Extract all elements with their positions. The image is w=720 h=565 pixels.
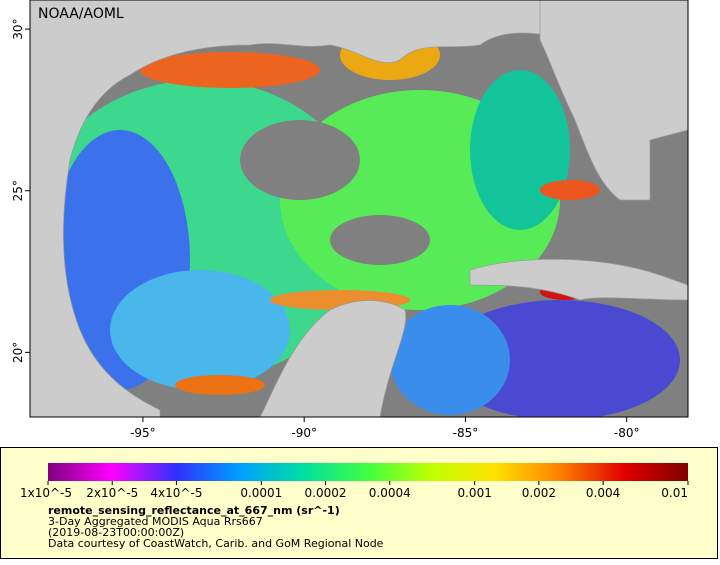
- x-tick-label: -85°: [453, 426, 479, 440]
- x-tick-label: -95°: [130, 426, 156, 440]
- colorbar-tick-label: 0.0004: [369, 486, 411, 500]
- credit-label: NOAA/AOML: [38, 6, 124, 22]
- y-tick-label: 25°: [11, 180, 25, 201]
- legend-line: (2019-08-23T00:00:00Z): [48, 526, 184, 539]
- colorbar-tick-label: 1x10^-5: [20, 486, 72, 500]
- x-tick-label: -80°: [614, 426, 640, 440]
- x-tick-label: -90°: [291, 426, 317, 440]
- colorbar-tick-label: 4x10^-5: [150, 486, 202, 500]
- legend-line: Data courtesy of CoastWatch, Carib. and …: [48, 537, 384, 550]
- colorbar-tick-label: 0.01: [661, 486, 688, 500]
- y-tick-label: 30°: [11, 18, 25, 39]
- colorbar-tick-label: 0.0002: [305, 486, 347, 500]
- map: NOAA/AOML: [30, 0, 688, 417]
- colorbar-tick-label: 2x10^-5: [86, 486, 138, 500]
- colorbar: [48, 463, 688, 481]
- colorbar-tick-label: 0.001: [457, 486, 491, 500]
- map-axes: -95° -90° -85° -80° 20° 25° 30°: [11, 18, 640, 440]
- legend-variable: remote_sensing_reflectance_at_667_nm (sr…: [48, 504, 340, 517]
- colorbar-tick-label: 0.0001: [240, 486, 282, 500]
- land: [30, 0, 688, 417]
- map-frame: [29, 0, 689, 418]
- legend-line: 3-Day Aggregated MODIS Aqua Rrs667: [48, 515, 263, 528]
- colorbar-tick-label: 0.004: [586, 486, 620, 500]
- colorbar-tick-label: 0.002: [522, 486, 556, 500]
- y-tick-label: 20°: [11, 342, 25, 363]
